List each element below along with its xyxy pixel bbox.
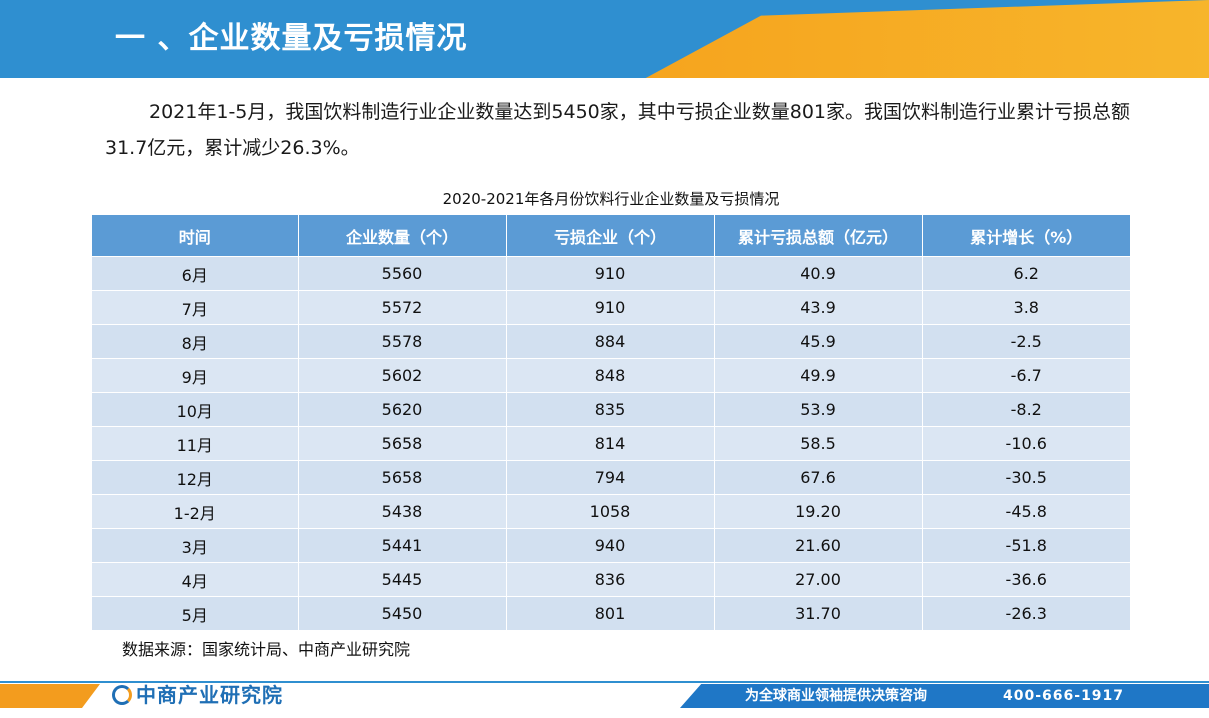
footer-slogan: 为全球商业领袖提供决策咨询: [745, 688, 927, 704]
cell-loss-enterprises: 794: [506, 460, 715, 495]
table-row: 1-2月 5438 1058 19.20 -45.8: [92, 494, 1130, 529]
cell-loss-enterprises: 884: [506, 324, 715, 359]
cell-time: 3月: [92, 528, 299, 563]
table-title: 2020-2021年各月份饮料行业企业数量及亏损情况: [442, 190, 780, 208]
cell-enterprise-count: 5441: [298, 528, 507, 563]
table-row: 9月 5602 848 49.9 -6.7: [92, 358, 1130, 393]
cell-cumulative-loss: 67.6: [714, 460, 923, 495]
footer-logo: 中商产业研究院: [112, 682, 283, 708]
cell-cumulative-loss: 21.60: [714, 528, 923, 563]
footer-blue-band: [680, 684, 1209, 708]
footer-orange-shape: [0, 684, 100, 708]
header-cell-loss-enterprises: 亏损企业（个）: [506, 215, 715, 257]
data-source-note: 数据来源：国家统计局、中商产业研究院: [122, 640, 411, 659]
cell-cumulative-growth: -26.3: [922, 596, 1130, 630]
footer-phone: 400-666-1917: [1003, 688, 1125, 704]
cell-cumulative-growth: -2.5: [922, 324, 1130, 359]
cell-cumulative-growth: 6.2: [922, 256, 1130, 291]
table-row: 4月 5445 836 27.00 -36.6: [92, 562, 1130, 597]
footer-logo-text: 中商产业研究院: [136, 683, 283, 707]
table-row: 11月 5658 814 58.5 -10.6: [92, 426, 1130, 461]
cell-cumulative-growth: -6.7: [922, 358, 1130, 393]
cell-time: 12月: [92, 460, 299, 495]
header-cell-enterprise-count: 企业数量（个）: [298, 215, 507, 257]
table-row: 6月 5560 910 40.9 6.2: [92, 256, 1130, 291]
cell-cumulative-loss: 58.5: [714, 426, 923, 461]
cell-cumulative-loss: 31.70: [714, 596, 923, 630]
cell-loss-enterprises: 836: [506, 562, 715, 597]
cell-cumulative-growth: -45.8: [922, 494, 1130, 529]
cell-enterprise-count: 5438: [298, 494, 507, 529]
cell-enterprise-count: 5560: [298, 256, 507, 291]
cell-cumulative-growth: -30.5: [922, 460, 1130, 495]
cell-enterprise-count: 5578: [298, 324, 507, 359]
cell-cumulative-loss: 43.9: [714, 290, 923, 325]
table-row: 8月 5578 884 45.9 -2.5: [92, 324, 1130, 359]
cell-time: 8月: [92, 324, 299, 359]
header-cell-time: 时间: [92, 215, 299, 257]
cell-loss-enterprises: 910: [506, 256, 715, 291]
cell-cumulative-loss: 40.9: [714, 256, 923, 291]
table-row: 12月 5658 794 67.6 -30.5: [92, 460, 1130, 495]
cell-time: 9月: [92, 358, 299, 393]
cell-loss-enterprises: 814: [506, 426, 715, 461]
cell-cumulative-growth: -10.6: [922, 426, 1130, 461]
table-header-row: 时间 企业数量（个） 亏损企业（个） 累计亏损总额（亿元） 累计增长（%）: [92, 215, 1130, 257]
cell-cumulative-growth: -51.8: [922, 528, 1130, 563]
cell-enterprise-count: 5572: [298, 290, 507, 325]
cell-loss-enterprises: 940: [506, 528, 715, 563]
cell-loss-enterprises: 910: [506, 290, 715, 325]
cell-time: 10月: [92, 392, 299, 427]
cell-loss-enterprises: 848: [506, 358, 715, 393]
table-row: 10月 5620 835 53.9 -8.2: [92, 392, 1130, 427]
cell-enterprise-count: 5620: [298, 392, 507, 427]
cell-cumulative-loss: 27.00: [714, 562, 923, 597]
cell-enterprise-count: 5658: [298, 426, 507, 461]
cell-cumulative-growth: -36.6: [922, 562, 1130, 597]
table-body: 6月 5560 910 40.9 6.2 7月 5572 910 43.9 3.8 8月 5578 88…: [92, 256, 1130, 630]
cell-cumulative-loss: 49.9: [714, 358, 923, 393]
cell-loss-enterprises: 835: [506, 392, 715, 427]
cell-cumulative-growth: -8.2: [922, 392, 1130, 427]
cell-cumulative-loss: 19.20: [714, 494, 923, 529]
header-cell-cumulative-growth: 累计增长（%）: [922, 215, 1130, 257]
data-table: 时间 企业数量（个） 亏损企业（个） 累计亏损总额（亿元） 累计增长（%） 6月…: [92, 215, 1130, 630]
cell-time: 6月: [92, 256, 299, 291]
cell-enterprise-count: 5658: [298, 460, 507, 495]
cell-time: 5月: [92, 596, 299, 630]
table-row: 5月 5450 801 31.70 -26.3: [92, 596, 1130, 630]
footer-divider: [0, 681, 1209, 683]
cell-cumulative-loss: 53.9: [714, 392, 923, 427]
cell-loss-enterprises: 801: [506, 596, 715, 630]
cell-loss-enterprises: 1058: [506, 494, 715, 529]
cell-cumulative-growth: 3.8: [922, 290, 1130, 325]
table-row: 3月 5441 940 21.60 -51.8: [92, 528, 1130, 563]
cell-cumulative-loss: 45.9: [714, 324, 923, 359]
cell-time: 11月: [92, 426, 299, 461]
cell-enterprise-count: 5445: [298, 562, 507, 597]
page-title: 一 、企业数量及亏损情况: [115, 21, 468, 56]
cell-time: 4月: [92, 562, 299, 597]
table-row: 7月 5572 910 43.9 3.8: [92, 290, 1130, 325]
cell-time: 1-2月: [92, 494, 299, 529]
header-cell-cumulative-loss: 累计亏损总额（亿元）: [714, 215, 923, 257]
cell-enterprise-count: 5450: [298, 596, 507, 630]
cell-time: 7月: [92, 290, 299, 325]
company-logo-icon: [112, 685, 132, 705]
intro-paragraph: 2021年1-5月，我国饮料制造行业企业数量达到5450家，其中亏损企业数量80…: [105, 101, 1131, 159]
cell-enterprise-count: 5602: [298, 358, 507, 393]
